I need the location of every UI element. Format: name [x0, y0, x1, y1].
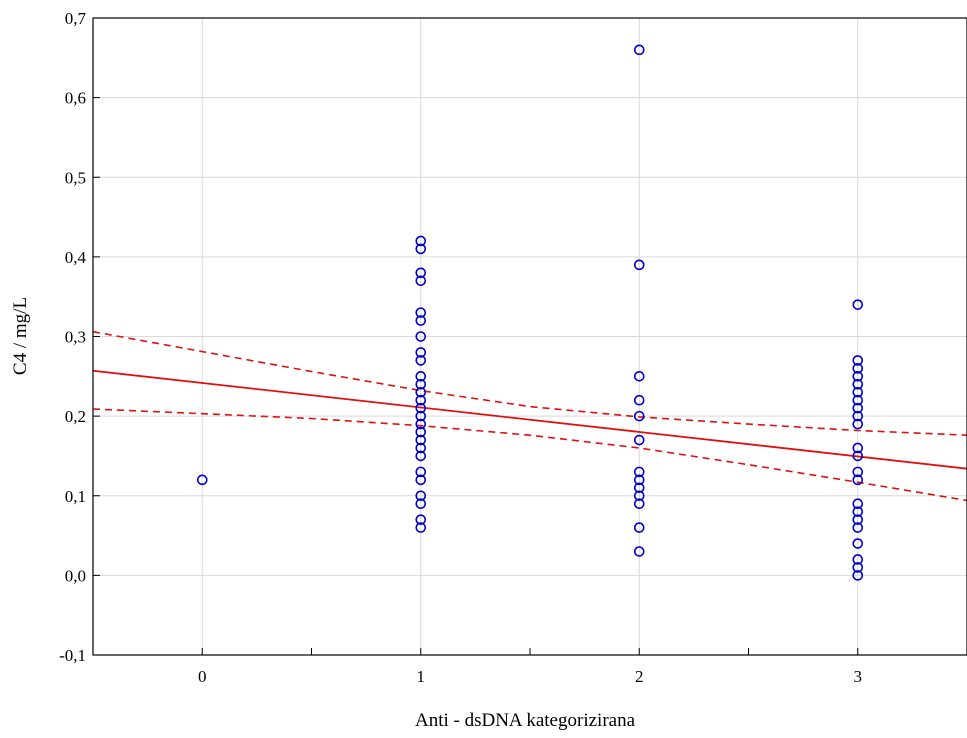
y-tick-label: 0,4 [65, 248, 87, 267]
data-point [852, 514, 864, 525]
x-tick-label: 1 [417, 667, 426, 686]
data-point [415, 466, 427, 478]
data-point [852, 562, 864, 573]
data-point [415, 331, 427, 342]
grid-layer [93, 18, 967, 655]
x-tick-label: 0 [198, 667, 207, 686]
data-point [852, 522, 864, 533]
data-point [415, 474, 427, 486]
y-tick-label: 0,6 [65, 89, 86, 108]
regression-line-layer [92, 369, 967, 470]
data-point [852, 442, 864, 454]
data-point [415, 418, 427, 430]
confidence-band-lower [92, 408, 967, 502]
x-tick-label: 3 [854, 667, 863, 686]
y-tick-label: -0,1 [59, 646, 86, 665]
data-point [415, 522, 427, 533]
data-point [633, 546, 645, 557]
data-point [852, 506, 864, 517]
data-point [633, 394, 645, 406]
data-point [852, 450, 864, 462]
data-point [633, 259, 645, 271]
data-point [415, 243, 427, 255]
data-point [415, 347, 427, 358]
data-point [852, 410, 864, 422]
data-point [633, 466, 645, 478]
data-point [852, 363, 864, 374]
data-point [633, 371, 645, 382]
regression-line [92, 369, 967, 470]
data-point [415, 275, 427, 287]
data-point [852, 570, 864, 581]
data-point [415, 514, 427, 525]
data-point [852, 474, 864, 486]
data-point [415, 355, 427, 366]
data-point [852, 394, 864, 406]
y-axis-title: C4 / mg/L [10, 297, 31, 375]
data-point [852, 355, 864, 366]
y-tick-label: 0,1 [65, 487, 86, 506]
data-point [633, 490, 645, 502]
data-point [415, 490, 427, 502]
data-point [852, 402, 864, 414]
data-point [415, 442, 427, 454]
data-point [633, 410, 645, 422]
data-point [196, 474, 208, 486]
data-point [633, 474, 645, 486]
data-point [852, 498, 864, 510]
data-points-layer [196, 44, 864, 581]
data-point [415, 315, 427, 326]
y-tick-label: 0,7 [65, 9, 87, 28]
data-point [852, 386, 864, 398]
y-tick-label: 0,5 [65, 168, 86, 187]
data-point [633, 482, 645, 494]
data-point [852, 299, 864, 310]
axis-layer: 0 1 2 3 -0,1 0,0 0,1 0,2 0,3 0,4 0,5 0,6 0,7 [59, 9, 967, 686]
y-tick-label: 0,0 [65, 566, 86, 585]
y-tick-label: 0,3 [65, 328, 86, 347]
data-point [633, 522, 645, 533]
data-point [415, 450, 427, 462]
data-point [633, 44, 645, 56]
data-point [852, 418, 864, 430]
data-point [415, 235, 427, 247]
data-point [633, 498, 645, 510]
x-axis-title: Anti - dsDNA kategorizirana [415, 710, 636, 731]
data-point [415, 426, 427, 438]
data-point [415, 378, 427, 390]
data-point [415, 498, 427, 510]
data-point [415, 386, 427, 398]
confidence-band-upper [92, 330, 967, 436]
x-tick-label: 2 [635, 667, 644, 686]
y-tick-label: 0,2 [65, 407, 86, 426]
data-point [415, 394, 427, 406]
data-point [852, 371, 864, 382]
data-point [852, 538, 864, 549]
data-point [415, 434, 427, 446]
data-point [415, 371, 427, 382]
data-point [633, 434, 645, 446]
data-point [852, 554, 864, 565]
data-point [415, 410, 427, 422]
data-point [415, 402, 427, 414]
data-point [852, 466, 864, 478]
data-point [852, 378, 864, 390]
data-point [415, 307, 427, 318]
confidence-band-layer [92, 330, 967, 502]
data-point [415, 267, 427, 279]
